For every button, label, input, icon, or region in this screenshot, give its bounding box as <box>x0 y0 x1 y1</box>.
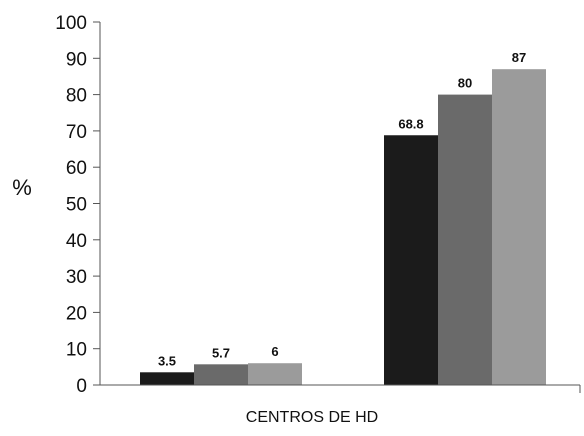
bar-value-label: 5.7 <box>212 345 230 360</box>
bar-value-label: 68.8 <box>398 116 423 131</box>
y-tick-label: 40 <box>66 231 87 252</box>
bar <box>248 363 302 385</box>
bars <box>140 69 546 385</box>
y-tick-label: 90 <box>66 49 87 70</box>
x-axis-title: CENTROS DE HD <box>246 409 378 426</box>
y-tick-label: 10 <box>66 340 87 361</box>
bar-value-label: 6 <box>271 344 278 359</box>
bar-value-label: 3.5 <box>158 353 176 368</box>
bar <box>384 135 438 385</box>
y-tick-label: 0 <box>76 376 87 397</box>
y-tick-label: 100 <box>55 13 87 34</box>
y-tick-label: 70 <box>66 122 87 143</box>
bar-value-label: 87 <box>512 50 526 65</box>
y-tick-label: 80 <box>66 86 87 107</box>
y-tick-label: 50 <box>66 195 87 216</box>
bar <box>438 94 492 385</box>
y-axis-title: % <box>12 175 32 200</box>
y-axis-ticks: 0 10 20 30 40 50 60 70 80 90 100 <box>55 13 100 397</box>
bar-value-label: 80 <box>458 76 472 91</box>
bar <box>140 372 194 385</box>
bar <box>194 364 248 385</box>
y-tick-label: 20 <box>66 303 87 324</box>
data-labels: 3.5 68.8 5.7 80 6 87 <box>158 50 526 368</box>
bar <box>492 69 546 385</box>
y-tick-label: 60 <box>66 158 87 179</box>
y-tick-label: 30 <box>66 267 87 288</box>
